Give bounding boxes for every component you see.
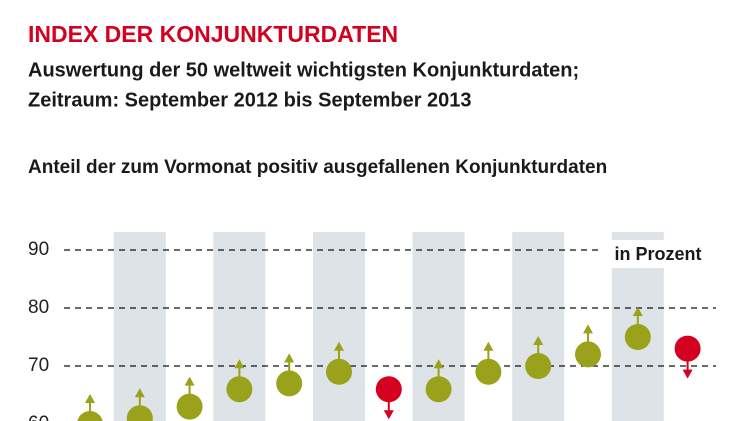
chart-label: Anteil der zum Vormonat positiv ausgefal…	[28, 157, 607, 178]
arrow-head	[483, 341, 494, 351]
dot	[126, 405, 153, 421]
arrow-head	[134, 388, 145, 398]
dot	[176, 393, 203, 420]
dot	[525, 353, 552, 379]
y-tick-label: 60	[28, 413, 49, 421]
chart-title: INDEX DER KONJUNKTURDATEN	[28, 21, 398, 47]
arrow-head	[284, 353, 295, 363]
unit-label: in Prozent	[614, 244, 701, 264]
dot	[475, 358, 502, 385]
chart-subtitle: Auswertung der 50 weltweit wichtigsten K…	[28, 59, 579, 81]
arrow-head	[682, 369, 693, 379]
arrow-head	[632, 307, 643, 316]
dot	[425, 376, 452, 403]
band	[512, 232, 565, 421]
arrow-head	[383, 410, 394, 420]
arrow-head	[583, 324, 593, 334]
band	[313, 232, 365, 421]
dot	[375, 376, 402, 403]
dot	[326, 358, 352, 385]
marks	[77, 307, 701, 421]
dot	[77, 411, 103, 421]
arrow-head	[184, 376, 195, 386]
dot	[276, 370, 303, 397]
arrow-head	[234, 359, 245, 369]
chart-subtitle: Zeitraum: September 2012 bis September 2…	[28, 89, 472, 111]
arrow-head	[533, 336, 544, 345]
unit-bg	[598, 240, 718, 268]
dot	[624, 324, 651, 350]
grid: 60 70 80 90 in Prozent	[28, 239, 718, 421]
y-tick-label: 70	[28, 355, 49, 376]
dot	[226, 376, 253, 403]
y-tick-label: 80	[28, 297, 49, 318]
arrow-head	[85, 394, 95, 403]
arrow-head	[334, 341, 344, 351]
arrow-head	[433, 359, 444, 369]
y-tick-label: 90	[28, 239, 49, 260]
dot	[575, 341, 601, 368]
dot	[674, 335, 701, 362]
